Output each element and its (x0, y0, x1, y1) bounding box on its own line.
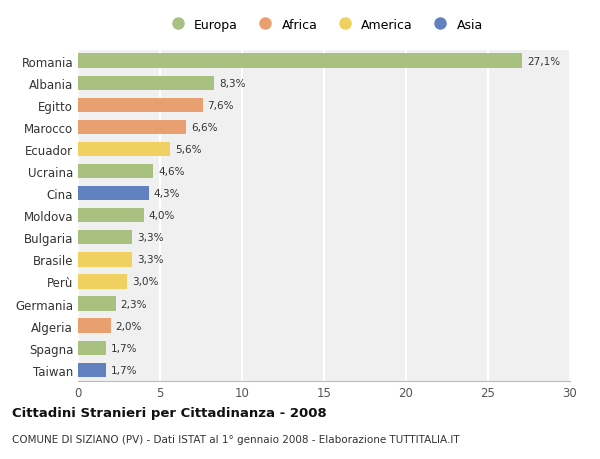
Bar (78, 319, 111, 333)
Bar (78, 120, 186, 135)
Bar (78, 274, 127, 289)
Text: 4,6%: 4,6% (158, 167, 185, 177)
Bar (78, 76, 214, 91)
Bar (78, 164, 154, 179)
Legend: Europa, Africa, America, Asia: Europa, Africa, America, Asia (165, 19, 483, 32)
Text: 27,1%: 27,1% (527, 56, 560, 67)
Text: 8,3%: 8,3% (219, 78, 245, 89)
Text: 4,0%: 4,0% (149, 211, 175, 221)
Text: Cittadini Stranieri per Cittadinanza - 2008: Cittadini Stranieri per Cittadinanza - 2… (12, 406, 327, 419)
Text: 4,3%: 4,3% (154, 189, 180, 199)
Bar (78, 186, 149, 201)
Bar (78, 230, 132, 245)
Text: 3,3%: 3,3% (137, 233, 164, 243)
Text: 6,6%: 6,6% (191, 123, 218, 133)
Text: 7,6%: 7,6% (208, 101, 234, 111)
Text: 1,7%: 1,7% (111, 343, 137, 353)
Bar (78, 208, 143, 223)
Bar (78, 98, 203, 113)
Bar (78, 363, 106, 377)
Bar (78, 54, 523, 69)
Text: 2,0%: 2,0% (116, 321, 142, 331)
Text: 5,6%: 5,6% (175, 145, 201, 155)
Text: 3,0%: 3,0% (132, 277, 158, 287)
Bar (78, 252, 132, 267)
Bar (78, 297, 116, 311)
Text: COMUNE DI SIZIANO (PV) - Dati ISTAT al 1° gennaio 2008 - Elaborazione TUTTITALIA: COMUNE DI SIZIANO (PV) - Dati ISTAT al 1… (12, 434, 460, 444)
Text: 3,3%: 3,3% (137, 255, 164, 265)
Text: 1,7%: 1,7% (111, 365, 137, 375)
Bar (78, 341, 106, 355)
Bar (78, 142, 170, 157)
Text: 2,3%: 2,3% (121, 299, 147, 309)
